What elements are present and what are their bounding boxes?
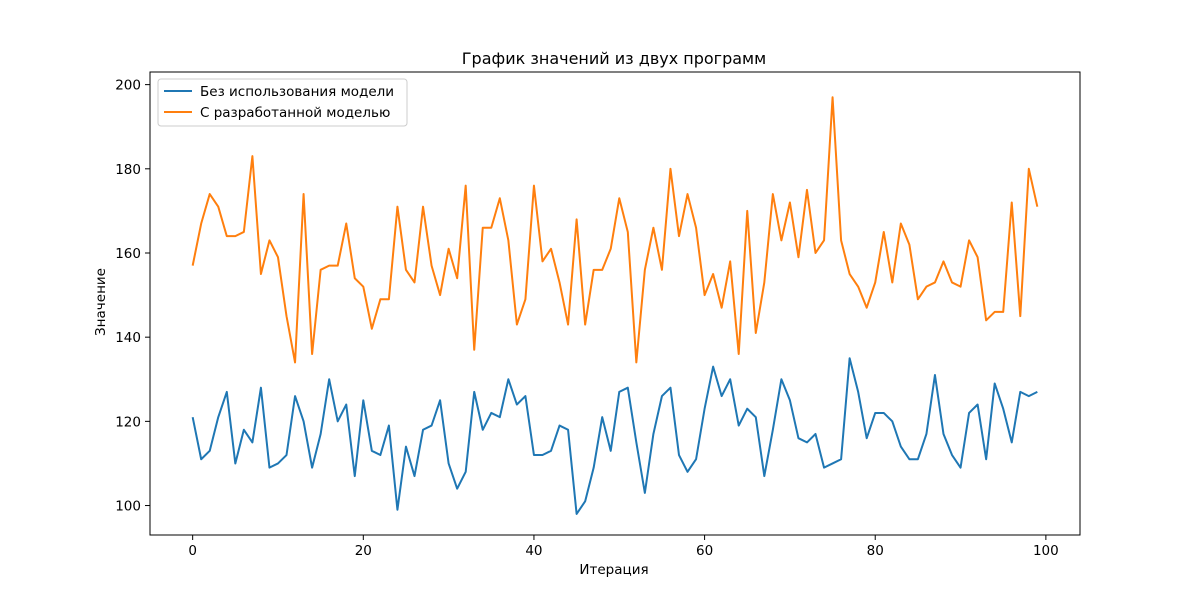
y-tick-label: 160 <box>115 246 141 262</box>
x-tick-label: 80 <box>867 543 884 559</box>
x-tick-label: 40 <box>525 543 542 559</box>
x-tick-label: 100 <box>1033 543 1059 559</box>
y-tick-label: 180 <box>115 162 141 178</box>
legend-label-1: Без использования модели <box>200 84 394 100</box>
y-tick-label: 120 <box>115 414 141 430</box>
series-line-2 <box>191 96 1039 364</box>
x-axis: 0 20 40 60 80 100 <box>188 535 1059 559</box>
series-line-1 <box>191 357 1038 515</box>
y-tick-label: 140 <box>115 330 141 346</box>
legend: Без использования модели С разработанной … <box>157 78 408 127</box>
chart-title: График значений из двух программ <box>462 49 766 68</box>
y-axis: 100 120 140 160 180 200 <box>115 78 150 515</box>
legend-label-2: С разработанной моделью <box>200 105 390 121</box>
y-axis-label: Значение <box>93 268 109 336</box>
x-tick-label: 60 <box>696 543 713 559</box>
series-layer <box>191 96 1039 515</box>
x-axis-label: Итерация <box>579 562 648 578</box>
y-tick-label: 200 <box>115 78 141 94</box>
plot-area-frame <box>149 71 1081 536</box>
legend-box <box>157 78 408 127</box>
y-tick-label: 100 <box>115 499 141 515</box>
x-tick-label: 20 <box>355 543 372 559</box>
x-tick-label: 0 <box>188 543 197 559</box>
